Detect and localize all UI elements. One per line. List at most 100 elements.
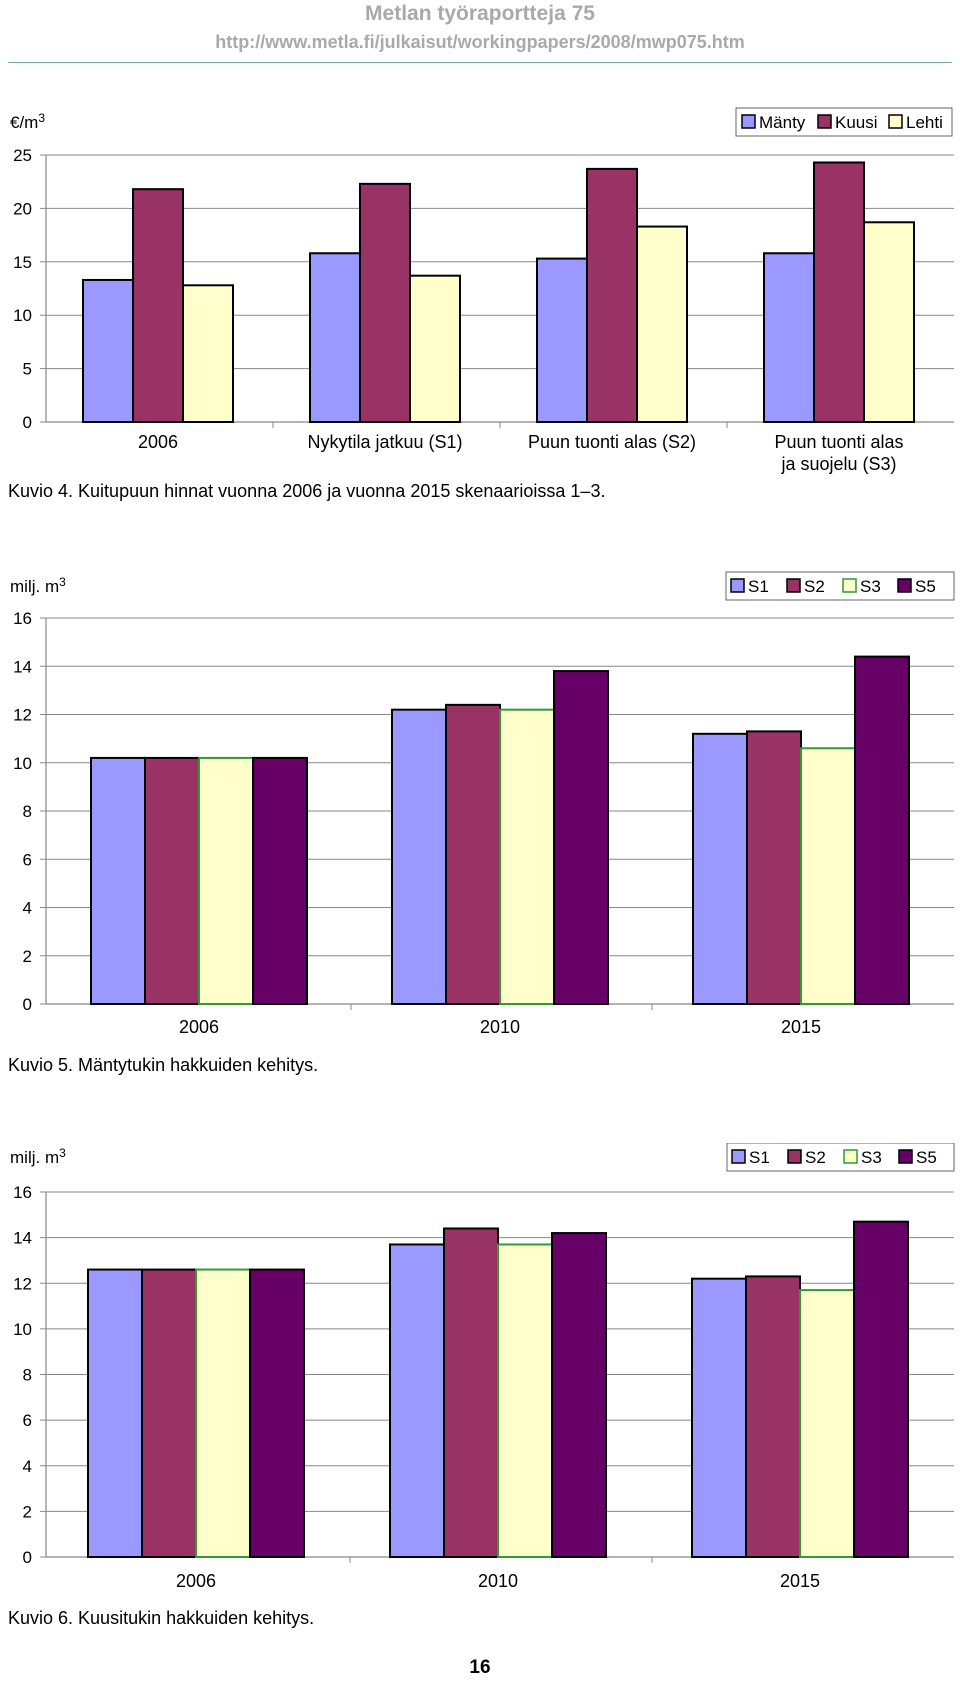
chart-kuusitukki-harvest: milj. m3 0 2 4 6 8 10 12 14 16 2006 2010 2015 S1 S2 S3 S…: [10, 1143, 955, 1591]
legend-label: S2: [804, 577, 825, 596]
legend-swatch: [730, 578, 745, 593]
x-category-label: 2010: [478, 1571, 518, 1591]
y-tick-label: 12: [13, 1274, 32, 1293]
y-tick-label: 10: [13, 754, 32, 773]
header-divider: [8, 62, 952, 63]
bar: [443, 1227, 499, 1558]
legend-swatch: [898, 1149, 913, 1164]
legend-label: S3: [861, 1148, 882, 1167]
report-series-title: Metlan työraportteja 75: [365, 2, 595, 25]
legend-swatch: [897, 578, 912, 593]
bar: [536, 257, 588, 423]
y-tick-label: 14: [13, 657, 32, 676]
bar: [359, 182, 411, 423]
bar: [391, 708, 447, 1006]
x-category-label: 2015: [781, 1017, 821, 1037]
y-tick-label: 16: [13, 1183, 32, 1202]
bar: [87, 1268, 143, 1558]
y-tick-label: 8: [23, 802, 32, 821]
bar: [813, 161, 865, 423]
bar: [445, 703, 501, 1005]
y-tick-label: 4: [23, 899, 32, 918]
y-tick-label: 0: [23, 995, 32, 1014]
bar: [746, 730, 802, 1005]
legend-swatch: [786, 578, 801, 593]
bar: [144, 756, 200, 1005]
legend-swatch: [817, 114, 832, 129]
x-category-label: 2006: [176, 1571, 216, 1591]
bar: [141, 1268, 197, 1558]
y-tick-label: 25: [13, 146, 32, 165]
legend-box: [735, 107, 953, 137]
legend-swatch: [843, 1149, 858, 1164]
caption-kuvio-6: Kuvio 6. Kuusitukin hakkuiden kehitys.: [8, 1608, 315, 1628]
bar: [800, 747, 856, 1005]
bar: [198, 756, 254, 1005]
page-number: 16: [469, 1657, 491, 1678]
x-category-label: 2015: [780, 1571, 820, 1591]
y-tick-label: 10: [13, 1320, 32, 1339]
legend-label: Lehti: [906, 113, 943, 132]
x-category-label: Puun tuonti alas (S2): [528, 432, 696, 452]
bar: [409, 274, 461, 423]
bar: [863, 221, 915, 423]
legend-box: [726, 1143, 955, 1172]
legend-label: S2: [805, 1148, 826, 1167]
x-category-label: Puun tuonti alas ja suojelu (S3): [774, 432, 903, 474]
bar: [132, 188, 184, 424]
bar: [90, 756, 146, 1005]
y-tick-label: 15: [13, 253, 32, 272]
y-tick-label: 4: [23, 1457, 32, 1476]
bar: [497, 1243, 553, 1558]
y-tick-label: 6: [23, 850, 32, 869]
legend-box: [725, 571, 955, 601]
legend-label: Kuusi: [835, 113, 878, 132]
legend-swatch: [731, 1149, 746, 1164]
y-tick-label: 16: [13, 609, 32, 628]
x-category-label: 2006: [179, 1017, 219, 1037]
legend-label: S1: [749, 1148, 770, 1167]
bar: [853, 1220, 909, 1558]
bar: [586, 167, 638, 423]
y-unit-label: milj. m3: [10, 1146, 66, 1167]
chart-kuitupuu-prices: €/m3 0 5 10 15 20 25 2006 Nykytila jatkuu (S1) Pu…: [10, 107, 954, 474]
bar: [692, 732, 748, 1006]
bar: [252, 756, 308, 1005]
x-category-label: 2010: [480, 1017, 520, 1037]
bar: [745, 1275, 801, 1558]
x-category-label: Nykytila jatkuu (S1): [307, 432, 462, 452]
bar: [195, 1268, 251, 1558]
bar: [763, 252, 815, 423]
y-tick-label: 10: [13, 306, 32, 325]
bar: [691, 1277, 747, 1558]
y-unit-label: €/m3: [10, 111, 45, 132]
bar: [551, 1232, 607, 1558]
y-tick-label: 0: [23, 413, 32, 432]
bar: [82, 278, 134, 423]
bar: [799, 1289, 855, 1558]
y-tick-label: 20: [13, 199, 32, 218]
bar: [249, 1268, 305, 1558]
legend-swatch: [741, 114, 756, 129]
chart-mantytukki-harvest: milj. m3 0 2 4 6 8 10 12 14 16 2006 2010 2015 S1 S2 S3 S…: [10, 571, 955, 1037]
report-url: http://www.metla.fi/julkaisut/workingpap…: [215, 32, 745, 52]
bar: [182, 284, 234, 423]
y-tick-label: 2: [23, 947, 32, 966]
legend-swatch: [842, 578, 857, 593]
bar: [636, 225, 688, 423]
y-tick-label: 6: [23, 1411, 32, 1430]
bar: [389, 1243, 445, 1558]
y-tick-label: 2: [23, 1502, 32, 1521]
bar: [854, 655, 910, 1005]
bar: [309, 252, 361, 423]
bar: [499, 708, 555, 1006]
caption-kuvio-4: Kuvio 4. Kuitupuun hinnat vuonna 2006 ja…: [8, 481, 606, 501]
legend-swatch: [888, 114, 903, 129]
y-tick-label: 12: [13, 706, 32, 725]
y-tick-label: 14: [13, 1229, 32, 1248]
bar: [553, 670, 609, 1005]
legend-label: S1: [748, 577, 769, 596]
legend-swatch: [787, 1149, 802, 1164]
legend-label: S3: [860, 577, 881, 596]
y-tick-label: 0: [23, 1548, 32, 1567]
